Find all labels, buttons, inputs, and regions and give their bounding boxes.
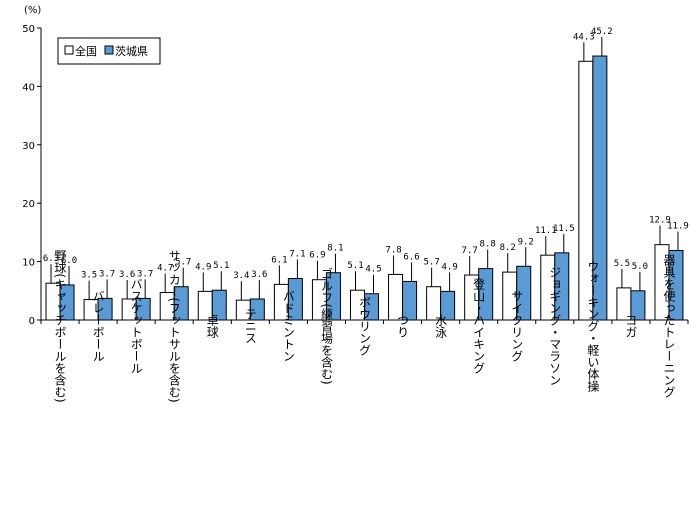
bar <box>478 268 494 321</box>
y-tick-label: 10 <box>22 258 35 269</box>
category-label: 卓球 <box>205 314 219 338</box>
data-label: 5.1 <box>213 261 229 271</box>
data-label: 8.2 <box>500 243 516 253</box>
y-tick-label: 20 <box>22 199 35 210</box>
category-label: ボウリング <box>358 296 372 356</box>
bar <box>668 250 684 321</box>
category-label: サイクリング <box>510 290 524 362</box>
category-label: つり <box>396 314 410 338</box>
data-label: 7.1 <box>289 250 305 260</box>
data-label: 3.5 <box>81 271 97 281</box>
data-label: 8.8 <box>480 240 496 250</box>
data-label: 5.0 <box>632 262 648 272</box>
legend-label-ibaraki: 茨城県 <box>115 44 148 58</box>
bar <box>59 284 75 321</box>
y-tick-label: 50 <box>22 24 35 35</box>
y-tick-label: 0 <box>29 316 35 327</box>
bar <box>97 297 113 321</box>
data-label: 4.9 <box>441 262 457 272</box>
legend-swatch-national <box>64 45 74 55</box>
bars <box>45 55 684 321</box>
bar <box>325 272 341 321</box>
category-label: 登山・ハイキング <box>472 277 486 374</box>
data-label: 12.9 <box>649 216 671 226</box>
category-label: 野球(キャッチボールを含む) <box>53 249 67 403</box>
bar <box>135 297 151 321</box>
data-label: 45.2 <box>591 27 613 37</box>
bar <box>516 265 532 321</box>
data-label: 6.0 <box>61 256 77 266</box>
category-labels: 野球(キャッチボールを含む) バレーボール バスケットボール サッカー(フットサルを含… <box>53 249 676 403</box>
legend-swatch-ibaraki <box>104 45 114 55</box>
data-label: 5.7 <box>423 258 439 268</box>
bar <box>211 289 227 321</box>
bar <box>592 55 608 321</box>
data-label: 11.5 <box>553 224 575 234</box>
category-label: テニス <box>243 308 257 344</box>
data-label: 5.7 <box>175 258 191 268</box>
category-label: バスケットボール <box>129 278 143 374</box>
legend: 全国 茨城県 <box>57 37 161 65</box>
data-label: 9.2 <box>518 237 534 247</box>
legend-label-national: 全国 <box>75 44 97 58</box>
data-label: 8.1 <box>327 244 343 254</box>
data-label: 4.7 <box>157 264 173 274</box>
data-label: 4.5 <box>365 265 381 275</box>
category-label: ウォーキング・軽い体操 <box>586 260 600 392</box>
data-label: 11.1 <box>535 226 557 236</box>
category-label: 器具を使ったトレーニング <box>662 254 676 398</box>
data-label: 4.9 <box>195 262 211 272</box>
bar <box>173 286 189 321</box>
data-label: 3.7 <box>99 269 115 279</box>
y-tick-label: 40 <box>22 82 35 93</box>
data-label: 7.7 <box>462 246 478 256</box>
category-label: 水泳 <box>434 314 448 338</box>
data-label: 5.1 <box>347 261 363 271</box>
data-label: 3.4 <box>233 271 249 281</box>
category-label: バレーボール <box>91 290 105 362</box>
y-axis-unit-label: (%) <box>24 5 41 16</box>
data-label: 6.3 <box>43 254 59 264</box>
bar <box>554 252 570 321</box>
data-label: 6.1 <box>271 255 287 265</box>
data-label: 5.5 <box>614 259 630 269</box>
category-label: サッカー(フットサルを含む) <box>167 249 181 402</box>
data-label: 3.6 <box>119 270 135 280</box>
category-label: ゴルフ(練習場を含む) <box>319 266 333 385</box>
data-label: 44.3 <box>573 32 595 42</box>
bar <box>440 290 456 321</box>
data-label: 6.9 <box>309 251 325 261</box>
data-label: 6.6 <box>403 252 419 262</box>
bar <box>287 278 303 321</box>
category-label: ジョギング・マラソン <box>548 266 562 386</box>
bar <box>249 298 265 321</box>
data-label: 7.8 <box>385 245 401 255</box>
category-label: バドミントン <box>281 290 295 362</box>
bar <box>402 280 418 321</box>
data-label: 3.6 <box>251 270 267 280</box>
data-label: 3.7 <box>137 269 153 279</box>
bar <box>364 293 379 321</box>
y-tick-label: 30 <box>22 141 35 152</box>
category-label: ヨガ <box>624 314 638 338</box>
data-label: 11.9 <box>667 222 689 232</box>
bar <box>630 290 646 321</box>
data-labels: 6.3 6.03.5 3.7 3.6 3.74.75.7 4.9 5.13.4 3.66.17… <box>43 27 689 301</box>
